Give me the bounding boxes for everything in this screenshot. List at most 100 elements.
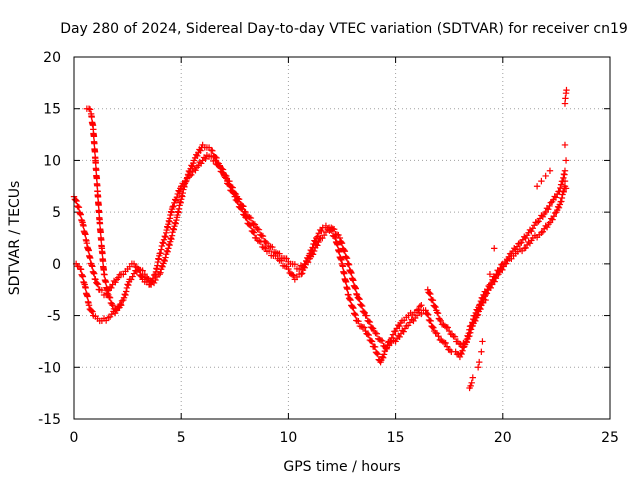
data-point [538,229,545,237]
data-point [173,194,181,201]
data-point [194,152,201,160]
data-point [429,297,437,304]
data-point [418,302,425,309]
data-point [78,217,86,225]
data-point [112,306,119,313]
data-point [474,307,481,314]
data-point [133,268,141,276]
data-point [254,237,261,244]
data-point [169,203,176,211]
data-point [165,245,172,252]
data-point [315,238,322,246]
data-point [172,220,179,227]
data-point [109,302,116,309]
data-point [349,303,356,311]
data-point [363,312,370,319]
data-point [495,268,503,275]
data-point [231,190,238,197]
data-point [368,338,376,345]
data-point [366,318,374,326]
data-point [482,296,489,304]
data-point [260,244,268,251]
data-point [433,330,441,337]
data-point [85,247,92,254]
data-point [488,279,495,287]
data-point [289,271,296,278]
data-point [346,295,354,303]
data-point [400,328,407,335]
data-point [358,302,365,309]
data-point [91,270,98,277]
data-point [368,324,376,332]
data-point [436,316,443,323]
data-point [123,284,131,292]
data-point [563,86,570,94]
data-point [526,226,534,234]
data-point [561,141,569,149]
data-point [476,302,483,309]
data-point [202,155,209,163]
data-point [365,331,372,339]
data-point [469,319,476,326]
data-point [341,248,349,255]
data-point [251,221,259,228]
data-point [373,330,381,337]
data-point [433,309,441,316]
data-point [160,240,167,247]
data-point [418,310,425,318]
y-tick-label: -15 [38,412,61,428]
data-point [435,333,442,340]
data-point [525,238,532,246]
data-point [533,183,541,190]
data-point [484,286,491,293]
data-point [89,263,96,270]
data-point [247,214,255,222]
y-tick-label: 20 [43,50,61,66]
data-point [542,172,549,180]
data-point [424,311,432,318]
data-point [88,262,95,269]
data-point [522,234,529,242]
data-point [523,241,531,249]
data-point [76,210,84,217]
data-point [539,228,547,235]
x-tick-label: 25 [601,430,619,446]
data-point [416,303,424,310]
data-point [360,324,368,331]
data-point [316,235,323,243]
data-point [255,226,263,233]
data-point [444,324,451,331]
data-point [82,284,89,292]
data-point [479,338,486,345]
data-point [330,226,338,233]
data-point [561,167,569,174]
data-point [558,194,566,202]
data-point [122,291,129,299]
data-point [158,242,166,250]
chart-title: Day 280 of 2024, Sidereal Day-to-day VTE… [60,21,628,37]
data-point [379,337,386,345]
data-point [365,318,372,325]
data-point [364,331,371,338]
data-point [396,333,403,341]
data-point [121,291,128,298]
data-point [101,271,108,278]
data-point [351,284,359,291]
data-point [80,222,87,230]
data-point [371,343,379,351]
data-point [157,246,165,253]
data-point [468,322,475,329]
data-point [295,265,303,273]
data-point [221,172,229,179]
data-point [451,333,459,340]
data-point [139,267,146,274]
y-tick-label: -5 [47,309,61,325]
data-point [562,95,569,102]
data-point [115,274,122,281]
data-point [184,174,191,181]
data-point [199,157,206,164]
data-point [380,342,387,350]
data-point [352,285,359,292]
data-point [415,306,422,313]
data-point [141,271,148,278]
